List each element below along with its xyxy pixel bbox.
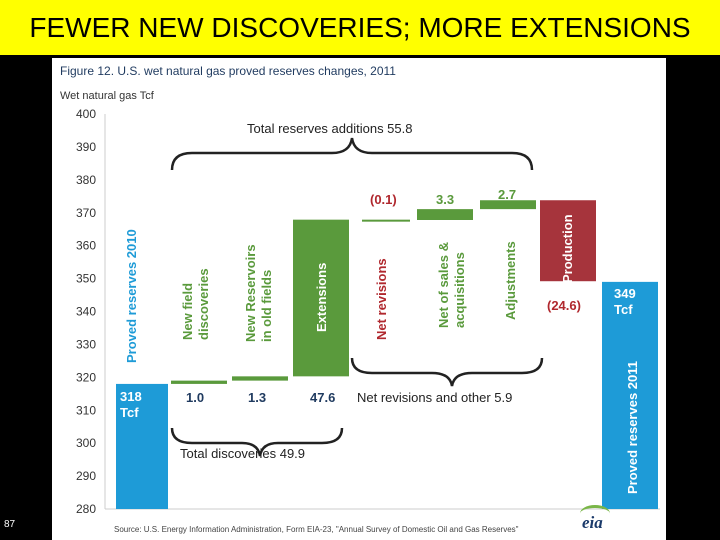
category-label-extensions: Extensions [314, 263, 329, 332]
y-tick-label: 390 [76, 140, 96, 154]
value-label-production: (24.6) [547, 298, 581, 313]
y-axis-label: Wet natural gas Tcf [60, 90, 155, 102]
bar-proved2011 [602, 281, 658, 509]
y-axis: 280 290 300 310 320 330 340 350 360 370 380 390 400 [76, 107, 660, 516]
y-tick-label: 380 [76, 173, 96, 187]
bar-newfield [171, 380, 227, 384]
value-label-extensions: 47.6 [310, 390, 335, 405]
category-label-newres: New Reservoirsin old fields [243, 244, 274, 342]
y-tick-label: 400 [76, 107, 96, 121]
y-tick-label: 280 [76, 502, 96, 516]
value-label-netrev: (0.1) [370, 192, 397, 207]
total-additions-label: Total reserves additions 55.8 [247, 121, 412, 136]
category-label-adjust: Adjustments [503, 241, 518, 320]
y-tick-label: 290 [76, 469, 96, 483]
value-label-proved2010: 318 Tcf [120, 389, 142, 420]
chart-title: Figure 12. U.S. wet natural gas proved r… [60, 64, 396, 78]
category-label-proved2010: Proved reserves 2010 [124, 229, 139, 363]
y-tick-label: 360 [76, 239, 96, 253]
bars [116, 200, 658, 509]
eia-logo: eia [580, 505, 610, 533]
net-revisions-other-label: Net revisions and other 5.9 [357, 390, 512, 405]
category-label-netrev: Net revisions [374, 258, 389, 340]
bar-production [540, 200, 596, 282]
slide-title: FEWER NEW DISCOVERIES; MORE EXTENSIONS [0, 0, 720, 55]
bar-netrev [362, 219, 410, 222]
eia-logo-arc [580, 505, 610, 522]
source-note: Source: U.S. Energy Information Administ… [114, 525, 519, 534]
category-label-sales: Net of sales &acquisitions [436, 242, 467, 328]
category-label-newfield: New fielddiscoveries [180, 268, 211, 340]
total-discoveries-label: Total discoveries 49.9 [180, 446, 305, 461]
bar-newres [232, 376, 288, 381]
y-tick-label: 300 [76, 436, 96, 450]
additions-brace [170, 137, 534, 171]
discoveries-brace [170, 427, 344, 457]
y-tick-label: 320 [76, 370, 96, 384]
y-tick-label: 370 [76, 206, 96, 220]
y-tick-label: 340 [76, 305, 96, 319]
braces [170, 137, 544, 457]
y-tick-label: 330 [76, 337, 96, 351]
value-label-adjust: 2.7 [498, 187, 516, 202]
bar-proved2010 [116, 383, 168, 509]
y-tick-label: 350 [76, 272, 96, 286]
category-label-proved2011: Proved reserves 2011 [625, 361, 640, 494]
value-label-sales: 3.3 [436, 192, 454, 207]
bar-adjust [480, 200, 536, 210]
bar-sales [417, 209, 473, 220]
value-label-newres: 1.3 [248, 390, 266, 405]
y-tick-label: 310 [76, 403, 96, 417]
value-label-proved2011: 349 Tcf [614, 286, 636, 317]
chart: Figure 12. U.S. wet natural gas proved r… [52, 58, 666, 540]
category-label-production: Production [560, 214, 575, 283]
value-label-newfield: 1.0 [186, 390, 204, 405]
bar-labels: Proved reserves 2010 New fielddiscoveries… [120, 187, 640, 494]
page-number: 87 [4, 519, 16, 530]
bar-extensions [293, 219, 349, 377]
net-revisions-brace [350, 357, 544, 387]
